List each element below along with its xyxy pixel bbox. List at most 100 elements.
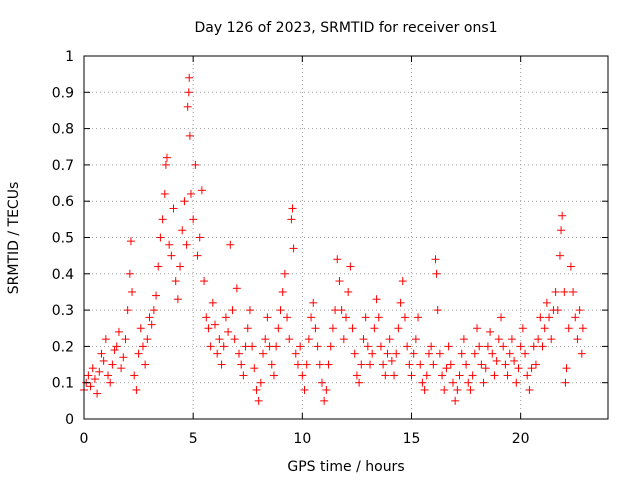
data-point — [226, 240, 235, 249]
y-tick-label: 0.7 — [52, 158, 74, 174]
data-point — [398, 277, 407, 286]
data-point — [438, 371, 447, 380]
data-point — [145, 313, 154, 322]
y-tick-label: 0.2 — [52, 339, 74, 355]
data-point — [578, 324, 587, 333]
data-point — [132, 385, 141, 394]
data-point — [394, 324, 403, 333]
data-point — [477, 360, 486, 369]
data-point — [180, 197, 189, 206]
data-point — [134, 349, 143, 358]
data-point — [154, 262, 163, 271]
data-point — [339, 335, 348, 344]
data-point — [529, 342, 538, 351]
data-point — [289, 244, 298, 253]
data-point — [156, 233, 165, 242]
data-point — [560, 287, 569, 296]
y-tick-label: 0.5 — [52, 231, 74, 247]
data-point — [254, 396, 263, 405]
data-point — [346, 262, 355, 271]
data-point — [573, 335, 582, 344]
y-tick-label: 0 — [65, 412, 74, 428]
data-point — [185, 131, 194, 140]
data-point — [333, 255, 342, 264]
data-points — [80, 73, 587, 405]
axis-ticks — [83, 55, 608, 420]
data-point — [481, 364, 490, 373]
data-point — [457, 349, 466, 358]
data-point — [185, 73, 194, 82]
data-point — [562, 364, 571, 373]
data-point — [501, 360, 510, 369]
data-point — [497, 313, 506, 322]
data-point — [542, 298, 551, 307]
data-point — [213, 349, 222, 358]
data-point — [317, 378, 326, 387]
data-point — [206, 342, 215, 351]
data-point — [475, 342, 484, 351]
data-point — [291, 349, 300, 358]
data-point — [527, 364, 536, 373]
data-point — [178, 226, 187, 235]
data-point — [381, 371, 390, 380]
data-point — [518, 324, 527, 333]
y-tick-label: 0.9 — [52, 85, 74, 101]
data-point — [93, 389, 102, 398]
data-point — [88, 364, 97, 373]
data-point — [416, 360, 425, 369]
data-point — [136, 324, 145, 333]
data-point — [385, 335, 394, 344]
data-point — [147, 320, 156, 329]
data-point — [195, 233, 204, 242]
data-point — [248, 342, 257, 351]
data-point — [352, 371, 361, 380]
data-point — [104, 371, 113, 380]
data-point — [523, 371, 532, 380]
data-point — [466, 385, 475, 394]
data-point — [429, 360, 438, 369]
data-point — [409, 349, 418, 358]
data-point — [160, 189, 169, 198]
data-point — [470, 349, 479, 358]
data-point — [272, 342, 281, 351]
data-point — [442, 364, 451, 373]
data-point — [464, 378, 473, 387]
data-point — [311, 324, 320, 333]
data-point — [361, 313, 370, 322]
data-point — [540, 324, 549, 333]
data-point — [302, 360, 311, 369]
data-point — [162, 153, 171, 162]
data-point — [304, 335, 313, 344]
data-point — [300, 385, 309, 394]
data-point — [383, 349, 392, 358]
data-point — [531, 360, 540, 369]
chart-title: Day 126 of 2023, SRMTID for receiver ons… — [194, 20, 497, 36]
data-point — [298, 371, 307, 380]
data-point — [459, 335, 468, 344]
data-point — [564, 324, 573, 333]
data-point — [287, 215, 296, 224]
data-point — [350, 349, 359, 358]
data-point — [112, 342, 121, 351]
data-point — [250, 364, 259, 373]
x-tick-labels: 0 5 10 15 20 — [80, 431, 530, 447]
data-point — [117, 364, 126, 373]
data-point — [545, 313, 554, 322]
data-point — [285, 335, 294, 344]
data-point — [444, 342, 453, 351]
data-point — [551, 287, 560, 296]
data-point — [390, 371, 399, 380]
data-point — [516, 342, 525, 351]
data-point — [114, 327, 123, 336]
data-point — [191, 160, 200, 169]
data-point — [433, 306, 442, 315]
data-point — [422, 371, 431, 380]
data-point — [357, 360, 366, 369]
data-point — [130, 371, 139, 380]
data-point — [534, 335, 543, 344]
data-point — [99, 356, 108, 365]
data-point — [123, 306, 132, 315]
data-point — [392, 349, 401, 358]
data-point — [232, 284, 241, 293]
